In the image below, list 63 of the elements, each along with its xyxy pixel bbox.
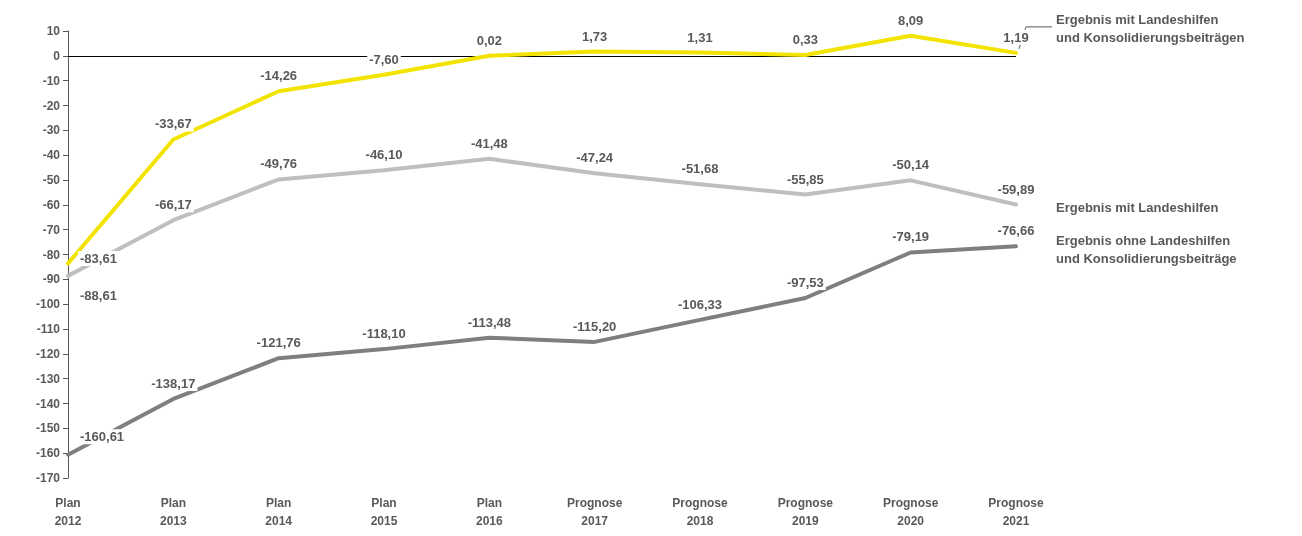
data-label: -83,61 xyxy=(80,250,117,266)
y-tick-label: -20 xyxy=(42,98,61,113)
x-tick-label: Plan 2013 xyxy=(159,496,187,528)
y-tick-label: -110 xyxy=(36,322,61,336)
x-tick-label: Plan 2014 xyxy=(265,496,293,528)
data-label: -76,66 xyxy=(997,223,1035,239)
x-tick-label: Prognose 2017 xyxy=(566,496,623,528)
y-tick-label: -170 xyxy=(35,471,61,485)
y-tick-label: -50 xyxy=(42,173,61,187)
data-label: -49,76 xyxy=(260,156,298,172)
y-tick-label: -150 xyxy=(35,421,61,436)
x-tick-label: Prognose 2019 xyxy=(777,496,834,528)
data-label: 0,02 xyxy=(476,32,502,48)
data-label: -7,60 xyxy=(369,51,399,67)
data-label: -118,10 xyxy=(362,326,406,342)
x-tick-label: Plan 2012 xyxy=(54,496,82,528)
data-label: -14,26 xyxy=(260,68,298,84)
y-tick-label: -120 xyxy=(35,346,61,361)
data-label: -33,67 xyxy=(154,116,192,132)
data-label: 8,09 xyxy=(898,12,924,28)
x-tick-label: Prognose 2018 xyxy=(672,496,728,528)
data-label: -47,24 xyxy=(576,150,614,166)
y-tick-label: -80 xyxy=(42,247,61,262)
data-label: -88,61 xyxy=(80,288,117,304)
text: Ergebnis mit Landeshilfen xyxy=(1056,200,1219,216)
y-tick-label: -90 xyxy=(42,272,61,287)
data-label: -50,14 xyxy=(892,157,930,173)
data-label: -106,33 xyxy=(677,296,723,312)
y-tick-label: -60 xyxy=(42,197,61,212)
x-tick-label: Prognose 2021 xyxy=(988,496,1044,528)
text: Ergebnis mit Landeshilfen und Konsolidierungsbeiträgen xyxy=(1056,12,1245,46)
data-label: -97,53 xyxy=(786,275,824,291)
data-label: -41,48 xyxy=(470,135,508,151)
data-label: 0,33 xyxy=(792,32,818,48)
line-series xyxy=(66,244,1018,457)
data-label: -55,85 xyxy=(786,171,824,187)
y-tick-label: -130 xyxy=(35,371,61,386)
y-tick-label: 0 xyxy=(53,48,61,63)
data-label: -115,20 xyxy=(572,318,617,334)
y-tick-label: -30 xyxy=(42,123,61,138)
y-tick-label: -100 xyxy=(35,297,61,312)
data-label: -113,48 xyxy=(467,314,512,330)
x-tick-label: Plan 2015 xyxy=(370,496,398,528)
data-label: -121,76 xyxy=(256,335,301,351)
y-tick-label: -70 xyxy=(42,222,61,237)
data-label: -59,89 xyxy=(997,181,1035,197)
data-label: -160,61 xyxy=(80,429,125,445)
text: Ergebnis ohne Landeshilfen und Konsolidierungsbeiträge xyxy=(1056,232,1237,266)
y-tick-label: -10 xyxy=(42,73,61,88)
data-label: 1,31 xyxy=(687,29,713,45)
y-tick-label: 10 xyxy=(46,24,61,38)
data-label: -138,17 xyxy=(151,375,196,391)
y-tick-label: -40 xyxy=(42,148,61,163)
y-tick-label: -160 xyxy=(35,446,61,461)
y-tick-label: -140 xyxy=(35,396,61,411)
x-tick-label: Plan 2016 xyxy=(475,496,503,528)
x-tick-label: Prognose 2020 xyxy=(882,496,939,528)
data-label: -79,19 xyxy=(892,229,930,245)
data-label: -66,17 xyxy=(154,197,192,213)
data-label: -51,68 xyxy=(681,161,719,177)
data-label: 1,73 xyxy=(582,28,608,44)
data-label: 1,19 xyxy=(1003,29,1029,45)
data-label: -46,10 xyxy=(365,147,403,163)
